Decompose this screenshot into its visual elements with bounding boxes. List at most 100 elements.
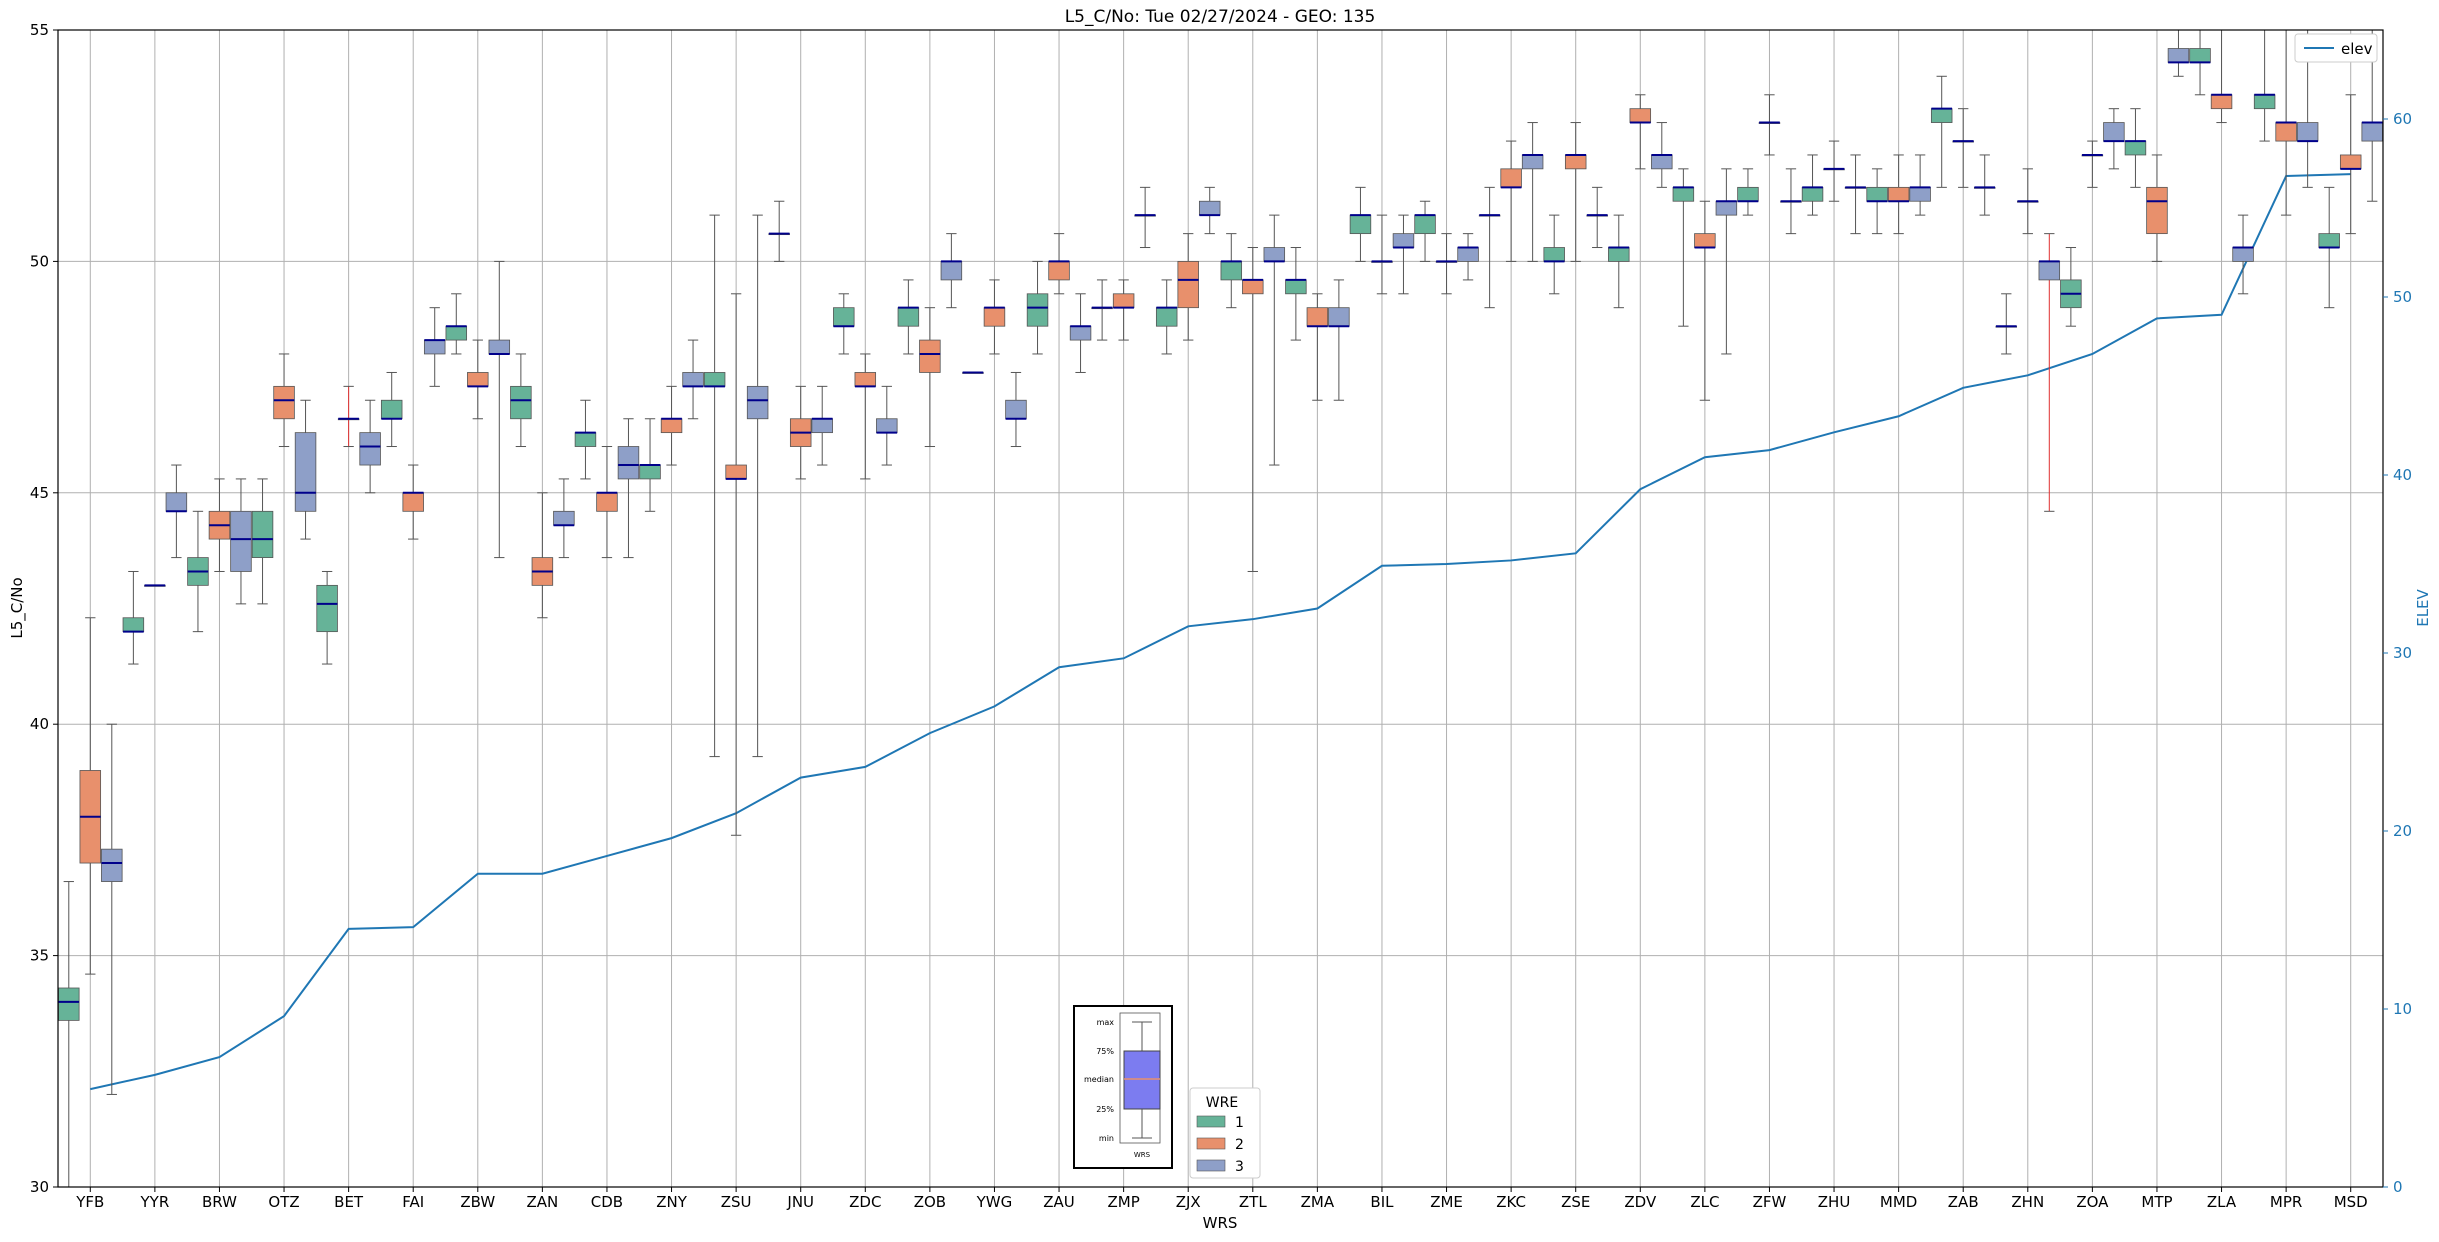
box-ywg-wre2 (983, 279, 1006, 355)
box-jnu-wre3 (811, 385, 833, 466)
box-body (1909, 186, 1931, 202)
box-body (316, 584, 338, 633)
box-mpr-wre1 (2253, 30, 2276, 142)
box-zmp-wre3 (1134, 186, 1156, 249)
box-body (940, 260, 963, 281)
box-body (273, 385, 295, 420)
box-body (1177, 260, 1199, 309)
box-body (294, 432, 317, 512)
box-body (1887, 186, 1910, 202)
box-bet-wre1 (316, 570, 338, 665)
key-label-median: median (1084, 1075, 1114, 1084)
box-ztl-wre1 (1220, 233, 1243, 309)
box-body (2146, 186, 2168, 235)
box-zsu-wre3 (746, 214, 769, 758)
box-bet-wre2 (337, 385, 360, 448)
box-mtp-wre3 (2167, 30, 2190, 77)
box-body (2167, 48, 2190, 63)
box-zjx-wre1 (1155, 279, 1178, 355)
x-tick-label: ZDV (1624, 1193, 1657, 1211)
box-otz-wre1 (251, 478, 274, 605)
box-body (1672, 186, 1695, 202)
box-bet-wre3 (359, 399, 381, 494)
box-zjx-wre3 (1198, 186, 1221, 235)
x-tick-label: MSD (2334, 1193, 2368, 1211)
x-tick-label: ZDC (849, 1193, 881, 1211)
x-axis-title: WRS (1203, 1214, 1238, 1232)
box-zsu-wre1 (703, 214, 726, 758)
box-body (1328, 307, 1350, 327)
y-tick-label: 40 (30, 715, 49, 733)
box-body (2296, 122, 2319, 142)
x-tick-label: OTZ (268, 1193, 299, 1211)
box-cdb-wre2 (596, 446, 618, 559)
box-cdb-wre3 (617, 418, 640, 559)
box-body (510, 385, 532, 420)
box-body (467, 372, 489, 387)
wre-legend-label-3: 3 (1235, 1159, 1244, 1175)
wre-legend-label-2: 2 (1235, 1137, 1244, 1153)
box-body (58, 987, 80, 1021)
box-jnu-wre1 (768, 200, 790, 262)
box-body (1608, 247, 1630, 262)
box-zob-wre2 (919, 307, 941, 448)
box-body (876, 418, 898, 434)
box-body (1198, 200, 1221, 216)
box-fai-wre3 (423, 307, 446, 387)
box-yfb-wre1 (58, 881, 80, 1187)
x-tick-label: ZOB (914, 1193, 946, 1211)
box-zlc-wre2 (1694, 200, 1716, 401)
box-body (1263, 247, 1286, 262)
box-zkc-wre1 (1478, 186, 1501, 309)
box-yfb-wre2 (79, 617, 102, 975)
box-zsu-wre2 (725, 293, 747, 836)
box-body (1392, 233, 1415, 248)
box-key-legend: max 75% median 25% min WRS (1073, 1005, 1173, 1169)
box-body (1306, 307, 1329, 327)
key-label-max: max (1097, 1018, 1115, 1027)
box-zfw-wre3 (1780, 168, 1802, 235)
key-label-min: min (1099, 1134, 1114, 1143)
box-body (2103, 122, 2125, 142)
box-zob-wre1 (897, 279, 920, 355)
box-mpr-wre2 (2275, 30, 2297, 216)
box-body (380, 399, 403, 420)
box-otz-wre3 (294, 399, 317, 540)
wre-legend-swatch-1 (1196, 1115, 1226, 1128)
box-zbw-wre2 (467, 339, 489, 420)
box-zau-wre1 (1026, 260, 1049, 355)
box-body (251, 510, 274, 558)
box-yfb-wre3 (101, 723, 123, 1095)
x-tick-label: FAI (402, 1193, 424, 1211)
box-zdv-wre2 (1629, 94, 1652, 170)
box-body (1242, 279, 1264, 295)
box-zla-wre2 (2210, 30, 2233, 124)
box-body (725, 464, 747, 480)
box-zkc-wre3 (1521, 122, 1544, 262)
x-tick-label: ZHN (2011, 1193, 2044, 1211)
box-zdv-wre1 (1608, 214, 1630, 309)
x-tick-label: ZJX (1176, 1193, 1201, 1211)
key-label-q1: 25% (1096, 1105, 1114, 1114)
box-body (703, 372, 726, 387)
box-zhn-wre1 (1995, 293, 2018, 355)
box-body (1048, 260, 1070, 281)
box-body (660, 418, 683, 434)
wre-legend-swatch-2 (1196, 1137, 1226, 1150)
box-brw-wre2 (208, 478, 231, 572)
box-ywg-wre3 (1005, 371, 1027, 448)
box-body (122, 617, 145, 633)
box-zab-wre2 (1952, 108, 1974, 188)
x-tick-label: MTP (2141, 1193, 2172, 1211)
box-body (2339, 154, 2362, 170)
box-mmd-wre1 (1866, 168, 1888, 235)
box-body (165, 492, 188, 512)
box-zny-wre1 (639, 418, 661, 512)
box-fai-wre1 (380, 371, 403, 448)
x-tick-label: BET (334, 1193, 364, 1211)
y2-tick-label: 60 (2393, 110, 2412, 128)
x-tick-label: ZMA (1301, 1193, 1335, 1211)
box-body (101, 848, 123, 882)
box-zma-wre3 (1328, 279, 1350, 401)
box-zdv-wre3 (1651, 122, 1673, 188)
